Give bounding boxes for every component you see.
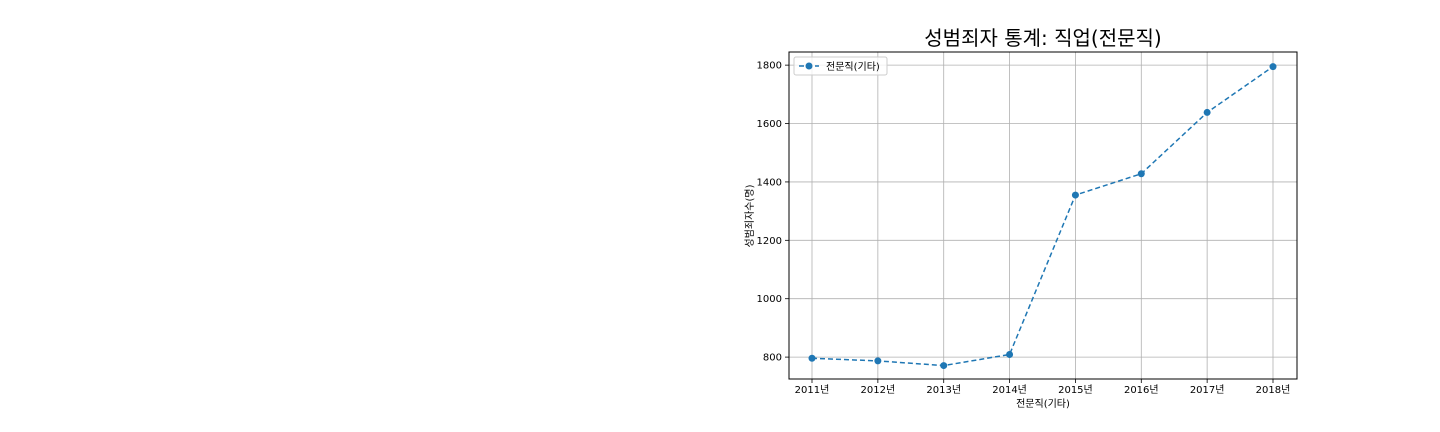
- y-axis-label: 성범죄자수(명): [744, 184, 756, 247]
- y-tick-label: 800: [763, 353, 782, 364]
- x-tick-label: 2015년: [1058, 384, 1093, 396]
- data-point: [1137, 170, 1145, 178]
- data-point: [1269, 63, 1277, 71]
- x-tick-label: 2013년: [926, 384, 961, 396]
- series-line: [811, 65, 1274, 367]
- x-tick-label: 2011년: [795, 384, 830, 396]
- legend-box: [793, 56, 888, 76]
- x-tick-label: 2016년: [1124, 384, 1159, 396]
- data-point: [1071, 191, 1079, 199]
- x-tick-label: 2017년: [1190, 384, 1225, 396]
- grid-lines: [789, 52, 1297, 379]
- data-point: [808, 354, 816, 362]
- data-point: [874, 357, 882, 365]
- y-tick-label: 1400: [757, 177, 782, 188]
- y-tick-label: 1800: [757, 61, 782, 72]
- y-tick-label: 1000: [757, 294, 782, 305]
- axis-ticks: 2011년 2012년 2013년 2014년 2015년 2016년 2017년 2018년…: [757, 61, 1291, 396]
- legend: 전문직(기타): [793, 56, 888, 76]
- chart-title: 성범죄자 통계: 직업(전문직): [924, 26, 1161, 50]
- x-tick-label: 2018년: [1256, 384, 1291, 396]
- series-layer: [808, 63, 1277, 370]
- x-tick-label: 2012년: [861, 384, 896, 396]
- x-axis-label: 전문직(기타): [1016, 398, 1070, 410]
- y-tick-label: 1600: [757, 119, 782, 130]
- data-point: [940, 362, 948, 370]
- legend-marker-sample: [805, 62, 813, 70]
- x-tick-label: 2014년: [992, 384, 1027, 396]
- legend-entry-label: 전문직(기타): [826, 61, 880, 73]
- y-tick-label: 1200: [757, 236, 782, 247]
- data-point: [1006, 350, 1014, 358]
- data-point: [1203, 108, 1211, 116]
- plot-area: [788, 51, 1298, 380]
